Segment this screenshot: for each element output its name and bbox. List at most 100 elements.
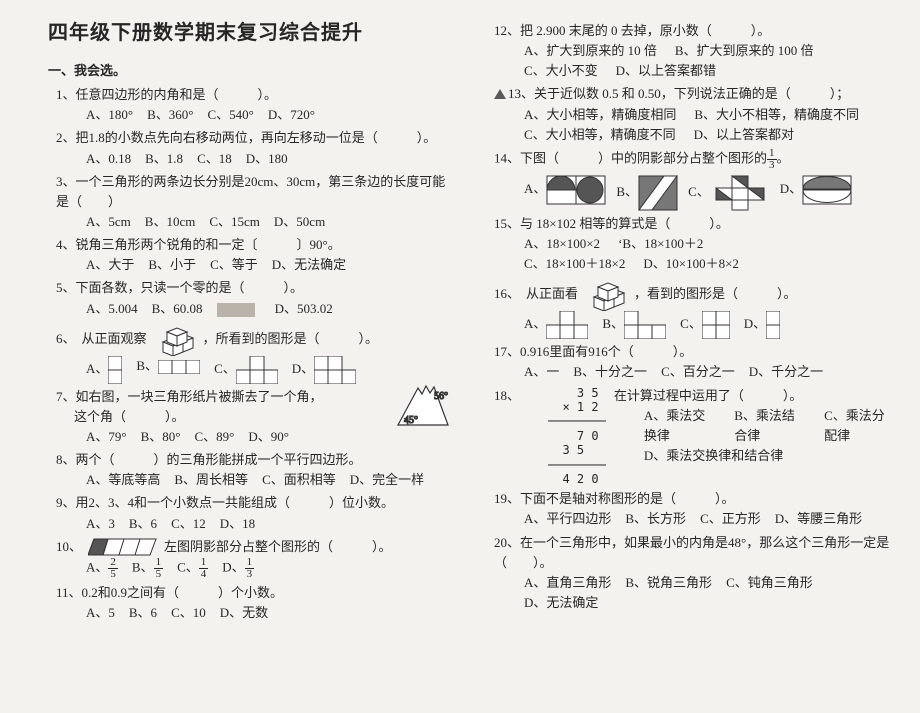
question: 9、用2、3、4和一个小数点一共能组成（ ）位小数。A、3B、6C、12D、18 (56, 493, 458, 533)
option: D、以上答案都对 (694, 125, 794, 145)
option: A、3 (86, 514, 115, 534)
question: 45°56° 7、如右图，一块三角形纸片被撕去了一个角，这个角（ ）。A、79°… (56, 387, 458, 447)
question: 5、下面各数，只读一个零的是（ ）。A、5.004B、60.08D、503.02 (56, 278, 458, 318)
svg-text:56°: 56° (434, 391, 448, 402)
option: B、乘法结合律 (734, 406, 806, 446)
option: D、乘法交换律和结合律 (644, 446, 783, 466)
option: C、12 (171, 514, 206, 534)
option: D、50cm (274, 212, 325, 232)
question: 18、 3 5 × 1 2──────── 7 0 3 5──────── 4 … (494, 386, 896, 487)
option: C、540° (207, 105, 253, 125)
option: B、60.08 (152, 299, 203, 319)
option: B、扩大到原来的 100 倍 (675, 41, 814, 61)
triangle-marker (494, 89, 506, 99)
option: D、无法确定 (524, 593, 598, 613)
option: B、锐角三角形 (625, 573, 712, 593)
option: B、10cm (145, 212, 196, 232)
option: B、大小不相等，精确度不同 (694, 105, 859, 125)
option: D、 (292, 356, 356, 384)
question: 1、任意四边形的内角和是（ ）。A、180°B、360°C、540°D、720° (56, 85, 458, 125)
option: C、等于 (210, 255, 258, 275)
option: C、18×100＋18×2 (524, 254, 625, 274)
option: B、 (136, 356, 200, 384)
question: 16、从正面看 ，看到的图形是（ ）。A、B、C、D、 (494, 277, 896, 339)
option: D、10×100＋8×2 (643, 254, 739, 274)
question: 4、锐角三角形两个锐角的和一定〔 〕90°。A、大于B、小于C、等于D、无法确定 (56, 235, 458, 275)
option: D、 (744, 311, 780, 339)
option: C、15cm (209, 212, 260, 232)
option: A、180° (86, 105, 133, 125)
option: D、完全一样 (350, 470, 424, 490)
option: C、钝角三角形 (726, 573, 813, 593)
option: A、5 (86, 603, 115, 623)
right-column: 12、把 2.900 末尾的 0 去掉，原小数（ ）。A、扩大到原来的 10 倍… (486, 18, 896, 625)
option: B、6 (129, 603, 157, 623)
option: B、小于 (148, 255, 196, 275)
question: 6、从正面观察 ，所看到的图形是（ ）。A、B、C、D、 (56, 322, 458, 384)
question: 8、两个（ ）的三角形能拼成一个平行四边形。A、等底等高B、周长相等C、面积相等… (56, 450, 458, 490)
option: D、720° (268, 105, 315, 125)
option: A、大于 (86, 255, 134, 275)
option: C、10 (171, 603, 206, 623)
option: D、千分之一 (749, 362, 823, 382)
option: ‘B、18×100＋2 (618, 234, 703, 254)
option: A、大小相等，精确度相同 (524, 105, 676, 125)
shape-options: A、 B、 C、 D、 (524, 311, 896, 339)
option: D、无数 (220, 603, 268, 623)
option: D、90° (248, 427, 289, 447)
option: C、 (214, 356, 278, 384)
option: A、 (86, 356, 122, 384)
question: 2、把1.8的小数点先向右移动两位，再向左移动一位是（ ）。A、0.18B、1.… (56, 128, 458, 168)
left-column: 四年级下册数学期末复习综合提升 一、我会选。 1、任意四边形的内角和是（ ）。A… (48, 18, 458, 625)
section-header: 一、我会选。 (48, 61, 458, 81)
option: A、平行四边形 (524, 509, 611, 529)
option: C、面积相等 (262, 470, 336, 490)
option: B、十分之一 (573, 362, 647, 382)
option: A、 (524, 311, 588, 339)
option: C、 (680, 311, 730, 339)
option: C、大小不变 (524, 61, 598, 81)
option (217, 299, 261, 319)
option: C、乘法分配律 (824, 406, 896, 446)
worksheet-page: 四年级下册数学期末复习综合提升 一、我会选。 1、任意四边形的内角和是（ ）。A… (0, 0, 920, 633)
shape-options: A、 B、 C、 D、 (86, 356, 458, 384)
option: C、14 (177, 557, 208, 580)
option: D、18 (220, 514, 255, 534)
option: A、5.004 (86, 299, 138, 319)
option: B、 (602, 311, 666, 339)
question: 11、0.2和0.9之间有（ ）个小数。A、5B、6C、10D、无数 (56, 583, 458, 623)
option: A、扩大到原来的 10 倍 (524, 41, 657, 61)
option: D、180 (246, 149, 288, 169)
question: 19、下面不是轴对称图形的是（ ）。A、平行四边形B、长方形C、正方形D、等腰三… (494, 489, 896, 529)
question: 17、0.916里面有916个（ ）。A、一B、十分之一C、百分之一D、千分之一 (494, 342, 896, 382)
option: C、大小相等，精确度不同 (524, 125, 676, 145)
option: B、80° (141, 427, 181, 447)
option: B、周长相等 (174, 470, 248, 490)
option: D、503.02 (275, 299, 333, 319)
option: D、无法确定 (272, 255, 346, 275)
option: B、1.8 (145, 149, 183, 169)
option: A、5cm (86, 212, 131, 232)
option: A、25 (86, 557, 118, 580)
option: A、18×100×2 (524, 234, 600, 254)
option: A、乘法交换律 (644, 406, 716, 446)
option: C、百分之一 (661, 362, 735, 382)
question: 13、关于近似数 0.5 和 0.50，下列说法正确的是（ ）；A、大小相等，精… (494, 84, 896, 144)
option: D、以上答案都错 (616, 61, 716, 81)
option: B、6 (129, 514, 157, 534)
question: 10、 左图阴影部分占整个图形的（ ）。A、25B、15C、14D、13 (56, 537, 458, 580)
question: 14、下图（ ）中的阴影部分占整个图形的13。 A、B、C、D、 (494, 148, 896, 211)
option: B、15 (132, 557, 163, 580)
option: A、一 (524, 362, 559, 382)
question: 15、与 18×102 相等的算式是（ ）。A、18×100×2‘B、18×10… (494, 214, 896, 274)
page-title: 四年级下册数学期末复习综合提升 (48, 18, 458, 49)
option: A、直角三角形 (524, 573, 611, 593)
option: B、360° (147, 105, 193, 125)
question: 20、在一个三角形中，如果最小的内角是48°，那么这个三角形一定是（ ）。A、直… (494, 533, 896, 614)
option: D、等腰三角形 (775, 509, 862, 529)
option: C、正方形 (700, 509, 761, 529)
option: D、13 (222, 557, 254, 580)
option: A、0.18 (86, 149, 131, 169)
option: C、18 (197, 149, 232, 169)
question: 3、一个三角形的两条边长分别是20cm、30cm，第三条边的长度可能是（ ）A、… (56, 172, 458, 232)
